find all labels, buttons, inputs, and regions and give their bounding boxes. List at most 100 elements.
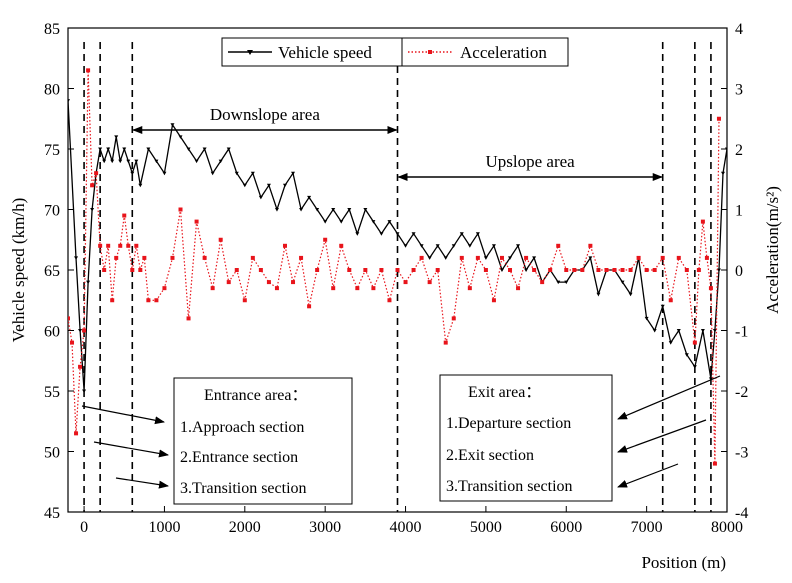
speed-point bbox=[291, 171, 296, 176]
acceleration-point bbox=[668, 298, 673, 303]
speed-point bbox=[114, 135, 119, 139]
acceleration-point bbox=[138, 268, 143, 272]
legend-label-accel: Acceleration bbox=[460, 43, 547, 62]
speed-point bbox=[427, 256, 432, 260]
acceleration-point bbox=[170, 255, 175, 260]
acceleration-point bbox=[540, 280, 545, 285]
speed-point bbox=[331, 208, 336, 212]
x-tick-label: 8000 bbox=[711, 519, 743, 536]
acceleration-point bbox=[110, 298, 115, 303]
acceleration-point bbox=[704, 255, 709, 260]
acceleration-point bbox=[130, 268, 135, 272]
speed-point bbox=[419, 244, 424, 248]
acceleration-point bbox=[604, 268, 609, 272]
acceleration-point bbox=[692, 340, 697, 345]
acceleration-point bbox=[580, 268, 585, 272]
speed-point bbox=[564, 280, 569, 285]
x-tick-label: 4000 bbox=[390, 519, 422, 536]
legend-label-speed: Vehicle speed bbox=[278, 43, 372, 62]
acceleration-point bbox=[499, 255, 504, 260]
speed-point bbox=[266, 183, 271, 188]
acceleration-point bbox=[644, 268, 649, 272]
x-tick-label: 3000 bbox=[309, 519, 341, 536]
speed-point bbox=[387, 220, 392, 224]
speed-point bbox=[508, 256, 513, 260]
exit-box-frame bbox=[439, 374, 613, 502]
speed-point bbox=[110, 159, 115, 164]
acceleration-point bbox=[106, 243, 111, 248]
speed-point bbox=[218, 159, 223, 164]
speed-point bbox=[712, 329, 717, 333]
acceleration-point bbox=[712, 461, 717, 466]
acceleration-point bbox=[612, 268, 617, 272]
acceleration-point bbox=[491, 298, 496, 303]
acceleration-point bbox=[596, 268, 601, 272]
y-right-axis: -4 -3 -2 -1 0 1 2 3 4 bbox=[721, 21, 748, 522]
speed-point bbox=[347, 208, 352, 212]
acceleration-point bbox=[636, 255, 641, 260]
acceleration-point bbox=[628, 268, 633, 272]
acceleration-point bbox=[98, 243, 103, 248]
speed-point bbox=[138, 183, 143, 188]
speed-point bbox=[82, 389, 87, 393]
acceleration-point bbox=[266, 280, 271, 285]
acceleration-point bbox=[347, 268, 352, 272]
y-left-tick-label: 70 bbox=[44, 203, 60, 220]
speed-point bbox=[154, 159, 159, 164]
exit-item-1: 1.Departure section bbox=[446, 415, 571, 432]
exit-arrow-2 bbox=[617, 419, 707, 453]
acceleration-point bbox=[548, 268, 553, 272]
acceleration-point bbox=[274, 286, 279, 291]
acceleration-point bbox=[363, 268, 368, 272]
entrance-item-2: 2.Entrance section bbox=[180, 449, 298, 466]
acceleration-point bbox=[82, 328, 87, 333]
speed-point bbox=[435, 244, 440, 248]
speed-point bbox=[451, 244, 456, 248]
acceleration-point bbox=[572, 268, 577, 272]
x-axis: 0 1000 2000 3000 4000 5000 6000 7000 8000 bbox=[80, 506, 743, 536]
speed-point bbox=[146, 147, 151, 151]
speed-point bbox=[475, 232, 480, 236]
legend-marker-accel bbox=[428, 50, 432, 54]
speed-point bbox=[226, 147, 231, 151]
acceleration-point bbox=[68, 316, 70, 321]
acceleration-point bbox=[242, 298, 247, 303]
speed-point bbox=[516, 244, 521, 248]
acceleration-point bbox=[556, 243, 561, 248]
exit-area-box: Exit area： 1.Departure section 2.Exit se… bbox=[439, 374, 721, 502]
speed-point bbox=[126, 159, 131, 164]
acceleration-point bbox=[684, 268, 689, 272]
acceleration-point bbox=[508, 268, 513, 272]
y-right-axis-title: Acceleration(m/s²) bbox=[763, 186, 782, 314]
acceleration-point bbox=[532, 268, 537, 272]
acceleration-point bbox=[387, 298, 392, 303]
entrance-item-1: 1.Approach section bbox=[180, 419, 304, 436]
acceleration-point bbox=[708, 286, 713, 291]
speed-point bbox=[716, 268, 721, 272]
speed-point bbox=[307, 195, 312, 200]
speed-point bbox=[339, 220, 344, 224]
speed-point bbox=[74, 256, 79, 260]
y-right-tick-label: -3 bbox=[735, 445, 748, 462]
speed-point bbox=[315, 208, 320, 212]
entrance-arrow-1 bbox=[81, 405, 165, 425]
acceleration-point bbox=[78, 364, 83, 369]
acceleration-point bbox=[459, 255, 464, 260]
acceleration-point bbox=[467, 286, 472, 291]
acceleration-point bbox=[483, 268, 488, 272]
speed-point bbox=[130, 171, 135, 176]
speed-point bbox=[186, 147, 191, 151]
acceleration-point bbox=[162, 286, 167, 291]
acceleration-point bbox=[86, 68, 91, 73]
speed-point bbox=[491, 244, 496, 248]
speed-point bbox=[668, 341, 673, 345]
acceleration-point bbox=[331, 286, 336, 291]
speed-point bbox=[258, 195, 263, 200]
speed-point bbox=[363, 208, 368, 212]
speed-point bbox=[596, 292, 601, 297]
speed-point bbox=[202, 147, 207, 151]
acceleration-point bbox=[660, 255, 665, 260]
acceleration-point bbox=[118, 243, 123, 248]
y-left-tick-label: 80 bbox=[44, 82, 60, 99]
